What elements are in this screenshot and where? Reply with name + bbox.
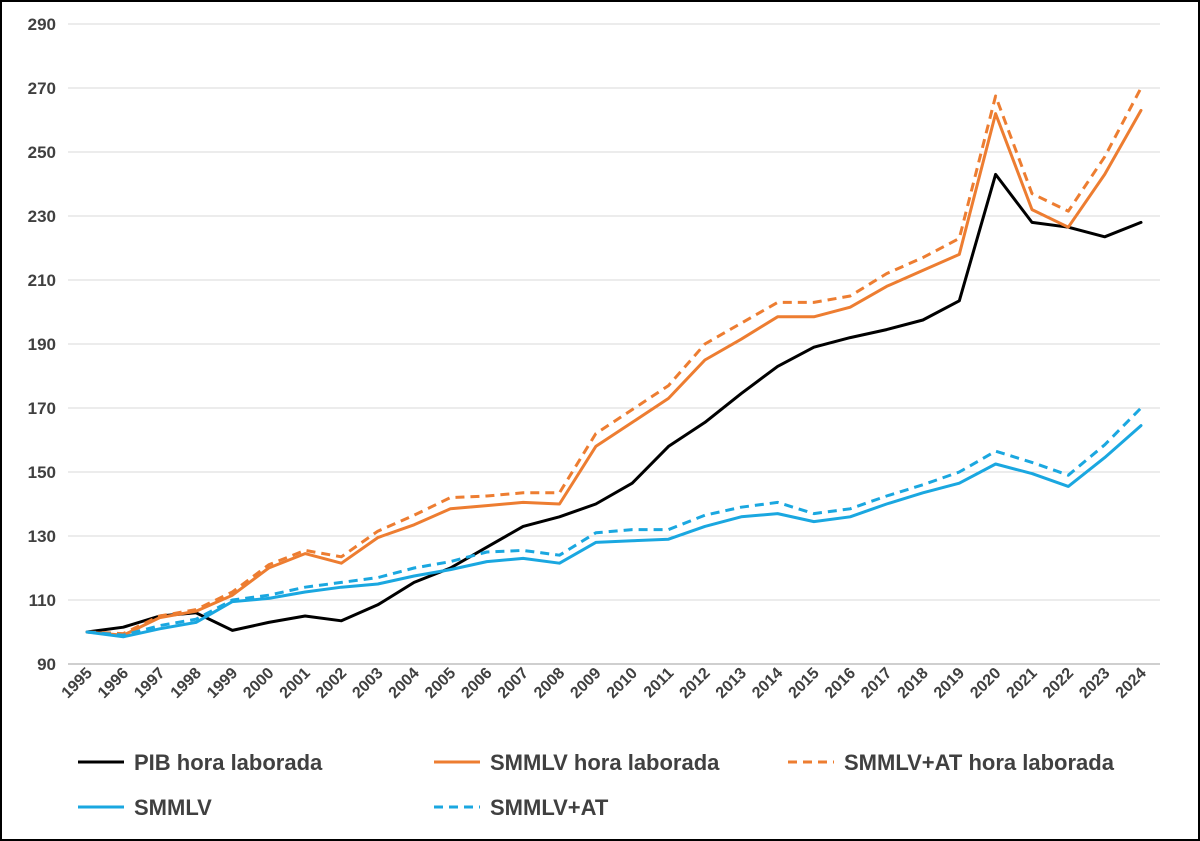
x-tick-label: 2002: [313, 665, 350, 702]
y-tick-label: 190: [28, 335, 56, 354]
series-line: [85, 108, 1143, 637]
x-tick-label: 2008: [531, 665, 568, 702]
legend-label: SMMLV: [134, 795, 212, 820]
legend: PIB hora laborada SMMLV hora laborada SMML…: [78, 750, 1115, 820]
y-tick-label: 150: [28, 463, 56, 482]
y-tick-label: 230: [28, 207, 56, 226]
x-tick-label: 1997: [131, 665, 168, 702]
x-tick-label: 2006: [458, 665, 495, 702]
x-tick-label: 2023: [1076, 665, 1113, 702]
series-line: [85, 424, 1143, 639]
x-tick-label: 2024: [1113, 665, 1150, 702]
x-axis: 1995 1996 1997 1998 1999 2000 2001 2002 2003 2004…: [59, 663, 1160, 702]
y-tick-label: 270: [28, 79, 56, 98]
x-tick-label: 2011: [641, 665, 678, 702]
x-tick-label: 2003: [349, 665, 386, 702]
x-tick-label: 2009: [567, 665, 604, 702]
x-tick-label: 2019: [931, 665, 968, 702]
x-tick-label: 1998: [168, 665, 205, 702]
y-tick-label: 90: [37, 655, 56, 674]
x-tick-label: 1999: [204, 665, 241, 702]
x-tick-label: 2014: [749, 665, 786, 702]
x-tick-label: 2007: [495, 665, 532, 702]
y-tick-label: 210: [28, 271, 56, 290]
series-line: [86, 406, 1143, 637]
plot-area: [85, 87, 1143, 639]
x-tick-label: 1996: [95, 665, 132, 702]
x-tick-label: 2001: [277, 665, 314, 702]
series-line: [85, 172, 1143, 634]
y-tick-label: 170: [28, 399, 56, 418]
y-tick-label: 290: [28, 15, 56, 34]
x-tick-label: 2005: [422, 665, 459, 702]
y-tick-label: 110: [29, 591, 56, 610]
x-tick-label: 2020: [967, 665, 1004, 702]
legend-label: PIB hora laborada: [134, 750, 323, 775]
x-tick-label: 1995: [59, 665, 96, 702]
series-line: [86, 87, 1143, 636]
x-tick-label: 2000: [240, 665, 277, 702]
x-tick-label: 2018: [895, 665, 932, 702]
legend-label: SMMLV hora laborada: [490, 750, 720, 775]
x-tick-label: 2016: [822, 665, 859, 702]
x-tick-label: 2017: [858, 665, 895, 702]
x-tick-label: 2015: [786, 665, 823, 702]
x-tick-label: 2010: [604, 665, 641, 702]
x-tick-label: 2021: [1004, 665, 1041, 702]
legend-label: SMMLV+AT: [490, 795, 609, 820]
x-tick-label: 2012: [677, 665, 714, 702]
y-tick-label: 250: [28, 143, 56, 162]
x-tick-label: 2022: [1040, 665, 1077, 702]
y-tick-label: 130: [28, 527, 56, 546]
gridlines: [68, 23, 1160, 601]
x-tick-label: 2004: [386, 665, 423, 702]
y-axis: 90 110 130 150 170 190 210 230 250 270 290: [28, 15, 56, 674]
legend-label: SMMLV+AT hora laborada: [844, 750, 1115, 775]
x-tick-label: 2013: [713, 665, 750, 702]
